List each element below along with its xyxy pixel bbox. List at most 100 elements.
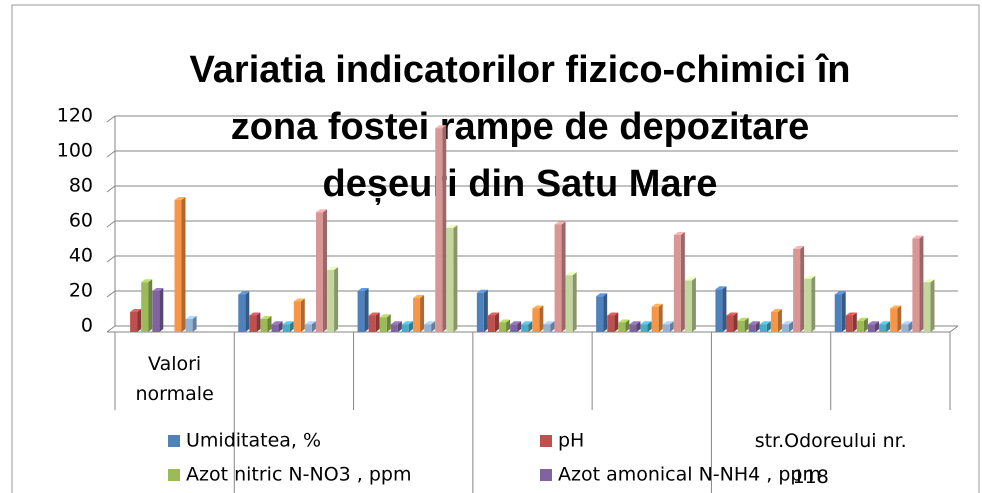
bar-side bbox=[919, 235, 924, 332]
bar-side bbox=[386, 314, 391, 332]
bar-side bbox=[680, 232, 685, 332]
bar-top bbox=[607, 312, 619, 316]
grid-line-depth bbox=[106, 185, 116, 193]
bar-top bbox=[130, 309, 142, 312]
bar-top bbox=[629, 321, 641, 325]
bar-top bbox=[856, 317, 868, 321]
chart-title: deșeuri din Satu Mare bbox=[323, 163, 718, 205]
bar-side bbox=[800, 246, 805, 332]
bar-side bbox=[334, 267, 339, 332]
bar-side bbox=[375, 312, 380, 332]
bar bbox=[327, 270, 335, 332]
bar-side bbox=[614, 312, 619, 332]
bar bbox=[271, 324, 279, 332]
bar-side bbox=[897, 305, 902, 332]
bar bbox=[521, 324, 529, 332]
bar-top bbox=[327, 267, 339, 270]
bar-top bbox=[868, 321, 880, 325]
bar-side bbox=[192, 316, 197, 332]
grid-line-depth bbox=[106, 150, 116, 158]
bar bbox=[130, 312, 138, 332]
chart-title: zona fostei rampe de depozitare bbox=[231, 106, 810, 148]
bar-side bbox=[364, 288, 369, 332]
grid-line-depth bbox=[106, 255, 116, 263]
bar-side bbox=[691, 277, 696, 332]
bar bbox=[890, 308, 898, 332]
bar-top bbox=[390, 321, 402, 325]
bar-top bbox=[737, 317, 749, 321]
bar bbox=[596, 296, 604, 332]
bar-top bbox=[554, 221, 566, 225]
bar bbox=[565, 275, 573, 332]
bar-top bbox=[640, 321, 652, 325]
bar bbox=[357, 291, 365, 332]
bar bbox=[368, 315, 376, 332]
bar-top bbox=[923, 279, 935, 283]
bar-side bbox=[733, 312, 738, 332]
bar-side bbox=[841, 291, 846, 332]
bar bbox=[793, 249, 801, 332]
bar bbox=[923, 282, 931, 332]
grid-line-depth bbox=[106, 115, 116, 123]
legend-swatch bbox=[540, 435, 552, 447]
bar bbox=[249, 315, 257, 332]
bar-top bbox=[879, 321, 891, 325]
bar-side bbox=[572, 272, 577, 332]
bar bbox=[651, 306, 659, 332]
bar-side bbox=[506, 319, 511, 332]
bar-side bbox=[397, 321, 402, 332]
bar-side bbox=[256, 312, 261, 332]
legend-label: Umiditatea, % bbox=[186, 430, 321, 452]
bar bbox=[770, 312, 778, 332]
x-tick-label-line: normale bbox=[136, 383, 214, 405]
bar-top bbox=[543, 321, 555, 325]
bar-side bbox=[766, 321, 771, 332]
bar bbox=[715, 289, 723, 332]
bar-side bbox=[453, 225, 458, 332]
bar bbox=[607, 315, 615, 332]
bar-top bbox=[748, 321, 760, 325]
group-label: str.Odoreului nr. 118 bbox=[755, 430, 907, 488]
bar bbox=[748, 324, 756, 332]
bar bbox=[879, 324, 887, 332]
bar-side bbox=[494, 312, 499, 332]
bar-side bbox=[908, 321, 913, 332]
bar-top bbox=[185, 316, 197, 319]
bar-top bbox=[304, 321, 316, 325]
bar-side bbox=[137, 309, 142, 332]
bar bbox=[726, 315, 734, 332]
bar-top bbox=[315, 209, 327, 213]
bar bbox=[260, 319, 268, 332]
bar bbox=[174, 200, 182, 332]
bar-side bbox=[636, 321, 641, 332]
bar-side bbox=[245, 291, 250, 332]
bar bbox=[543, 324, 551, 332]
bar-top bbox=[770, 309, 782, 312]
bar-top bbox=[912, 235, 924, 239]
bar-top bbox=[662, 321, 674, 325]
bar-side bbox=[811, 275, 816, 332]
bar-top bbox=[618, 319, 630, 323]
bar bbox=[499, 322, 507, 332]
x-tick-label-line: Valori bbox=[148, 353, 201, 375]
bar-top bbox=[845, 312, 857, 316]
grid-line-depth bbox=[106, 220, 116, 228]
bar-top bbox=[804, 275, 816, 279]
bar-top bbox=[651, 303, 663, 307]
bar-side bbox=[755, 321, 760, 332]
bar-top bbox=[510, 321, 522, 325]
bar bbox=[510, 324, 518, 332]
bar bbox=[185, 319, 193, 332]
bar-top bbox=[715, 286, 727, 290]
bar-side bbox=[528, 321, 533, 332]
bar-top bbox=[271, 321, 283, 325]
bar-top bbox=[596, 293, 608, 297]
bar bbox=[834, 294, 842, 332]
bar-top bbox=[424, 321, 436, 325]
bar-side bbox=[431, 321, 436, 332]
floor-back bbox=[949, 325, 959, 333]
bar-side bbox=[863, 317, 868, 332]
bar-top bbox=[565, 272, 577, 276]
bar bbox=[390, 324, 398, 332]
